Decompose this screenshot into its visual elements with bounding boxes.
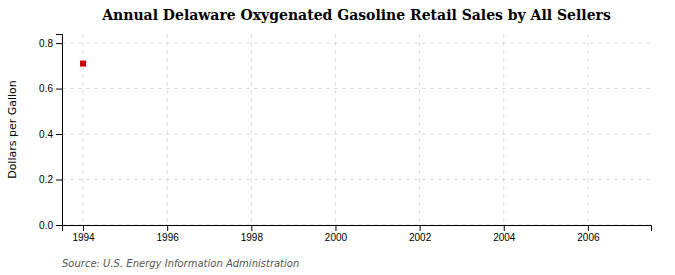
y-tick-label: 0.2	[39, 174, 53, 185]
x-tick-label: 1994	[72, 232, 95, 243]
chart: 1994 1996 1998 2000 2002 2004 2006 0.0 0.2 0.4 0.6…	[0, 0, 675, 275]
x-grid-line	[335, 34, 336, 225]
x-tick-mark	[83, 225, 84, 231]
x-grid-line	[251, 34, 252, 225]
y-grid-line	[62, 179, 651, 180]
y-tick-mark	[56, 225, 62, 226]
x-tick-label: 2002	[409, 232, 432, 243]
x-tick-label: 2006	[577, 232, 600, 243]
x-tick-mark	[251, 225, 252, 231]
y-tick-label: 0.4	[39, 129, 53, 140]
x-grid-line	[587, 34, 588, 225]
x-tick-mark	[588, 225, 589, 231]
annotation: Source: U.S. Energy Information Administ…	[62, 258, 299, 269]
x-tick-label: 2004	[493, 232, 516, 243]
x-tick-mark	[167, 225, 168, 231]
x-tick: 2006	[577, 225, 600, 243]
x-tick: 2002	[409, 225, 432, 243]
y-axis-line	[56, 35, 63, 226]
y-axis: 0.0 0.2 0.4 0.6 0.8	[39, 35, 62, 231]
x-tick-label: 1996	[157, 232, 180, 243]
y-tick: 0.6	[39, 83, 62, 94]
x-tick-mark	[335, 225, 336, 231]
y-grid-line	[62, 43, 651, 44]
plot: 1994 1996 1998 2000 2002 2004 2006 0.0 0.2 0.4 0.6…	[39, 34, 651, 243]
x-tick-label: 2000	[325, 232, 348, 243]
x-grid-line	[419, 34, 420, 225]
y-tick-label: 0.8	[39, 38, 53, 49]
x-tick-label: 1998	[241, 232, 264, 243]
y-tick-label: 0.0	[39, 220, 53, 231]
x-tick: 2000	[325, 225, 348, 243]
x-tick-mark	[504, 225, 505, 231]
x-tick: 1994	[72, 225, 95, 243]
x-tick: 1998	[241, 225, 264, 243]
grid	[62, 34, 651, 225]
y-tick: 0.0	[39, 220, 62, 231]
y-tick-mark	[56, 180, 62, 181]
x-tick-mark	[420, 225, 421, 231]
x-grid-line	[167, 34, 168, 225]
y-grid-line	[62, 134, 651, 135]
y-grid-line	[62, 88, 651, 89]
y-tick-mark	[56, 89, 62, 90]
x-grid-line	[503, 34, 504, 225]
y-tick-label: 0.6	[39, 83, 53, 94]
y-tick: 0.8	[39, 38, 62, 49]
y-tick-mark	[56, 134, 62, 135]
x-axis: 1994 1996 1998 2000 2002 2004 2006	[63, 225, 652, 243]
y-axis-title: Dollars per Gallon	[6, 80, 19, 179]
x-tick: 1996	[157, 225, 180, 243]
x-axis-line	[63, 226, 652, 232]
y-tick: 0.2	[39, 174, 62, 185]
points	[80, 61, 86, 67]
point	[80, 61, 86, 67]
y-tick-mark	[56, 43, 62, 44]
x-tick: 2004	[493, 225, 516, 243]
y-tick: 0.4	[39, 129, 62, 140]
title: Annual Delaware Oxygenated Gasoline Reta…	[101, 7, 611, 23]
